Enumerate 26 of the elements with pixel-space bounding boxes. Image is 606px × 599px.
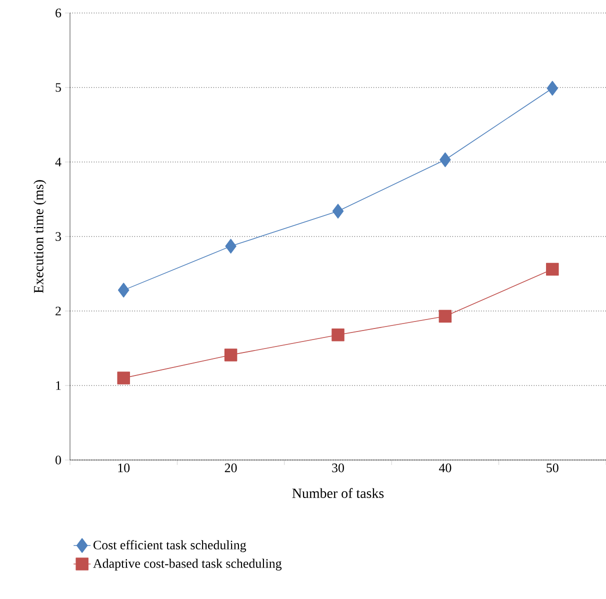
y-tick-label: 2 [56,306,61,316]
x-tick-label: 20 [224,464,237,472]
point [332,204,344,219]
point [546,80,558,96]
legend-label: Adaptive cost-based task scheduling [93,558,282,571]
y-tick-label: 6 [56,8,62,18]
x-axis-title: Number of tasks [292,488,384,498]
y-tick-label: 3 [56,232,61,241]
x-tick-label: 10 [118,464,130,472]
x-tick-label: 50 [546,464,558,472]
point [546,262,559,276]
point [224,348,238,362]
point [440,152,451,168]
point [117,372,130,384]
x-tick-label: 30 [332,464,344,472]
x-tick-label: 40 [438,464,452,472]
y-tick-label: 5 [56,83,61,92]
point [332,328,344,342]
legend-label: Cost efficient task scheduling [94,540,246,552]
point [438,310,452,323]
y-tick-label: 0 [56,456,62,464]
point [225,238,236,254]
y-axis-title: Execution time (ms) [34,180,46,294]
y-tick-label: 1 [56,381,61,390]
point [118,282,130,298]
y-tick-label: 4 [55,158,62,166]
